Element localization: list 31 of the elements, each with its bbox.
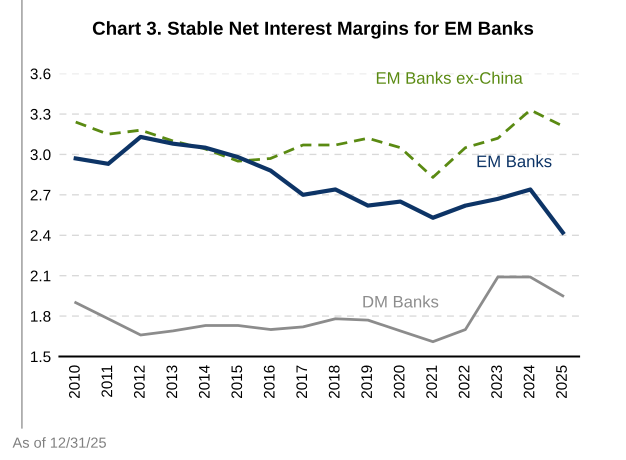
y-tick-label: 1.8 — [31, 310, 50, 322]
y-tick-label: 3.0 — [30, 149, 51, 160]
series-label: DM Banks — [363, 295, 438, 308]
series-label: EM Banks ex-China — [376, 72, 523, 84]
chart-title: Chart 3. Stable Net Interest Margins for EM Banks — [92, 21, 534, 39]
x-tick-label: 2013 — [166, 366, 178, 398]
x-tick-label: 2024 — [524, 365, 534, 398]
x-tick-label: 2025 — [556, 365, 567, 398]
x-tick-label: 2010 — [68, 365, 80, 398]
line-series — [74, 276, 564, 344]
y-tick-label: 1.5 — [31, 352, 50, 362]
x-tick-label: 2011 — [101, 366, 112, 397]
x-tick-label: 2014 — [198, 365, 210, 398]
y-tick-label: 3.3 — [30, 108, 50, 120]
y-tick-label: 2.7 — [30, 190, 50, 200]
y-tick-label: 2.1 — [30, 270, 50, 282]
x-tick-label: 2012 — [134, 366, 145, 398]
x-tick-label: 2015 — [231, 365, 242, 398]
x-tick-label: 2022 — [458, 366, 470, 398]
y-tick-label: 3.6 — [30, 68, 50, 80]
x-tick-label: 2018 — [328, 365, 340, 398]
series-label: EM Banks — [477, 155, 552, 168]
x-tick-label: 2017 — [296, 366, 308, 398]
line-series — [74, 134, 565, 235]
x-tick-label: 2023 — [491, 366, 502, 398]
y-tick-label: 2.4 — [30, 230, 51, 241]
x-tick-label: 2020 — [394, 365, 405, 398]
x-tick-label: 2021 — [426, 366, 438, 398]
x-tick-label: 2019 — [361, 366, 372, 398]
x-tick-label: 2016 — [264, 366, 275, 398]
text: As of 12/31/25 — [12, 437, 106, 448]
